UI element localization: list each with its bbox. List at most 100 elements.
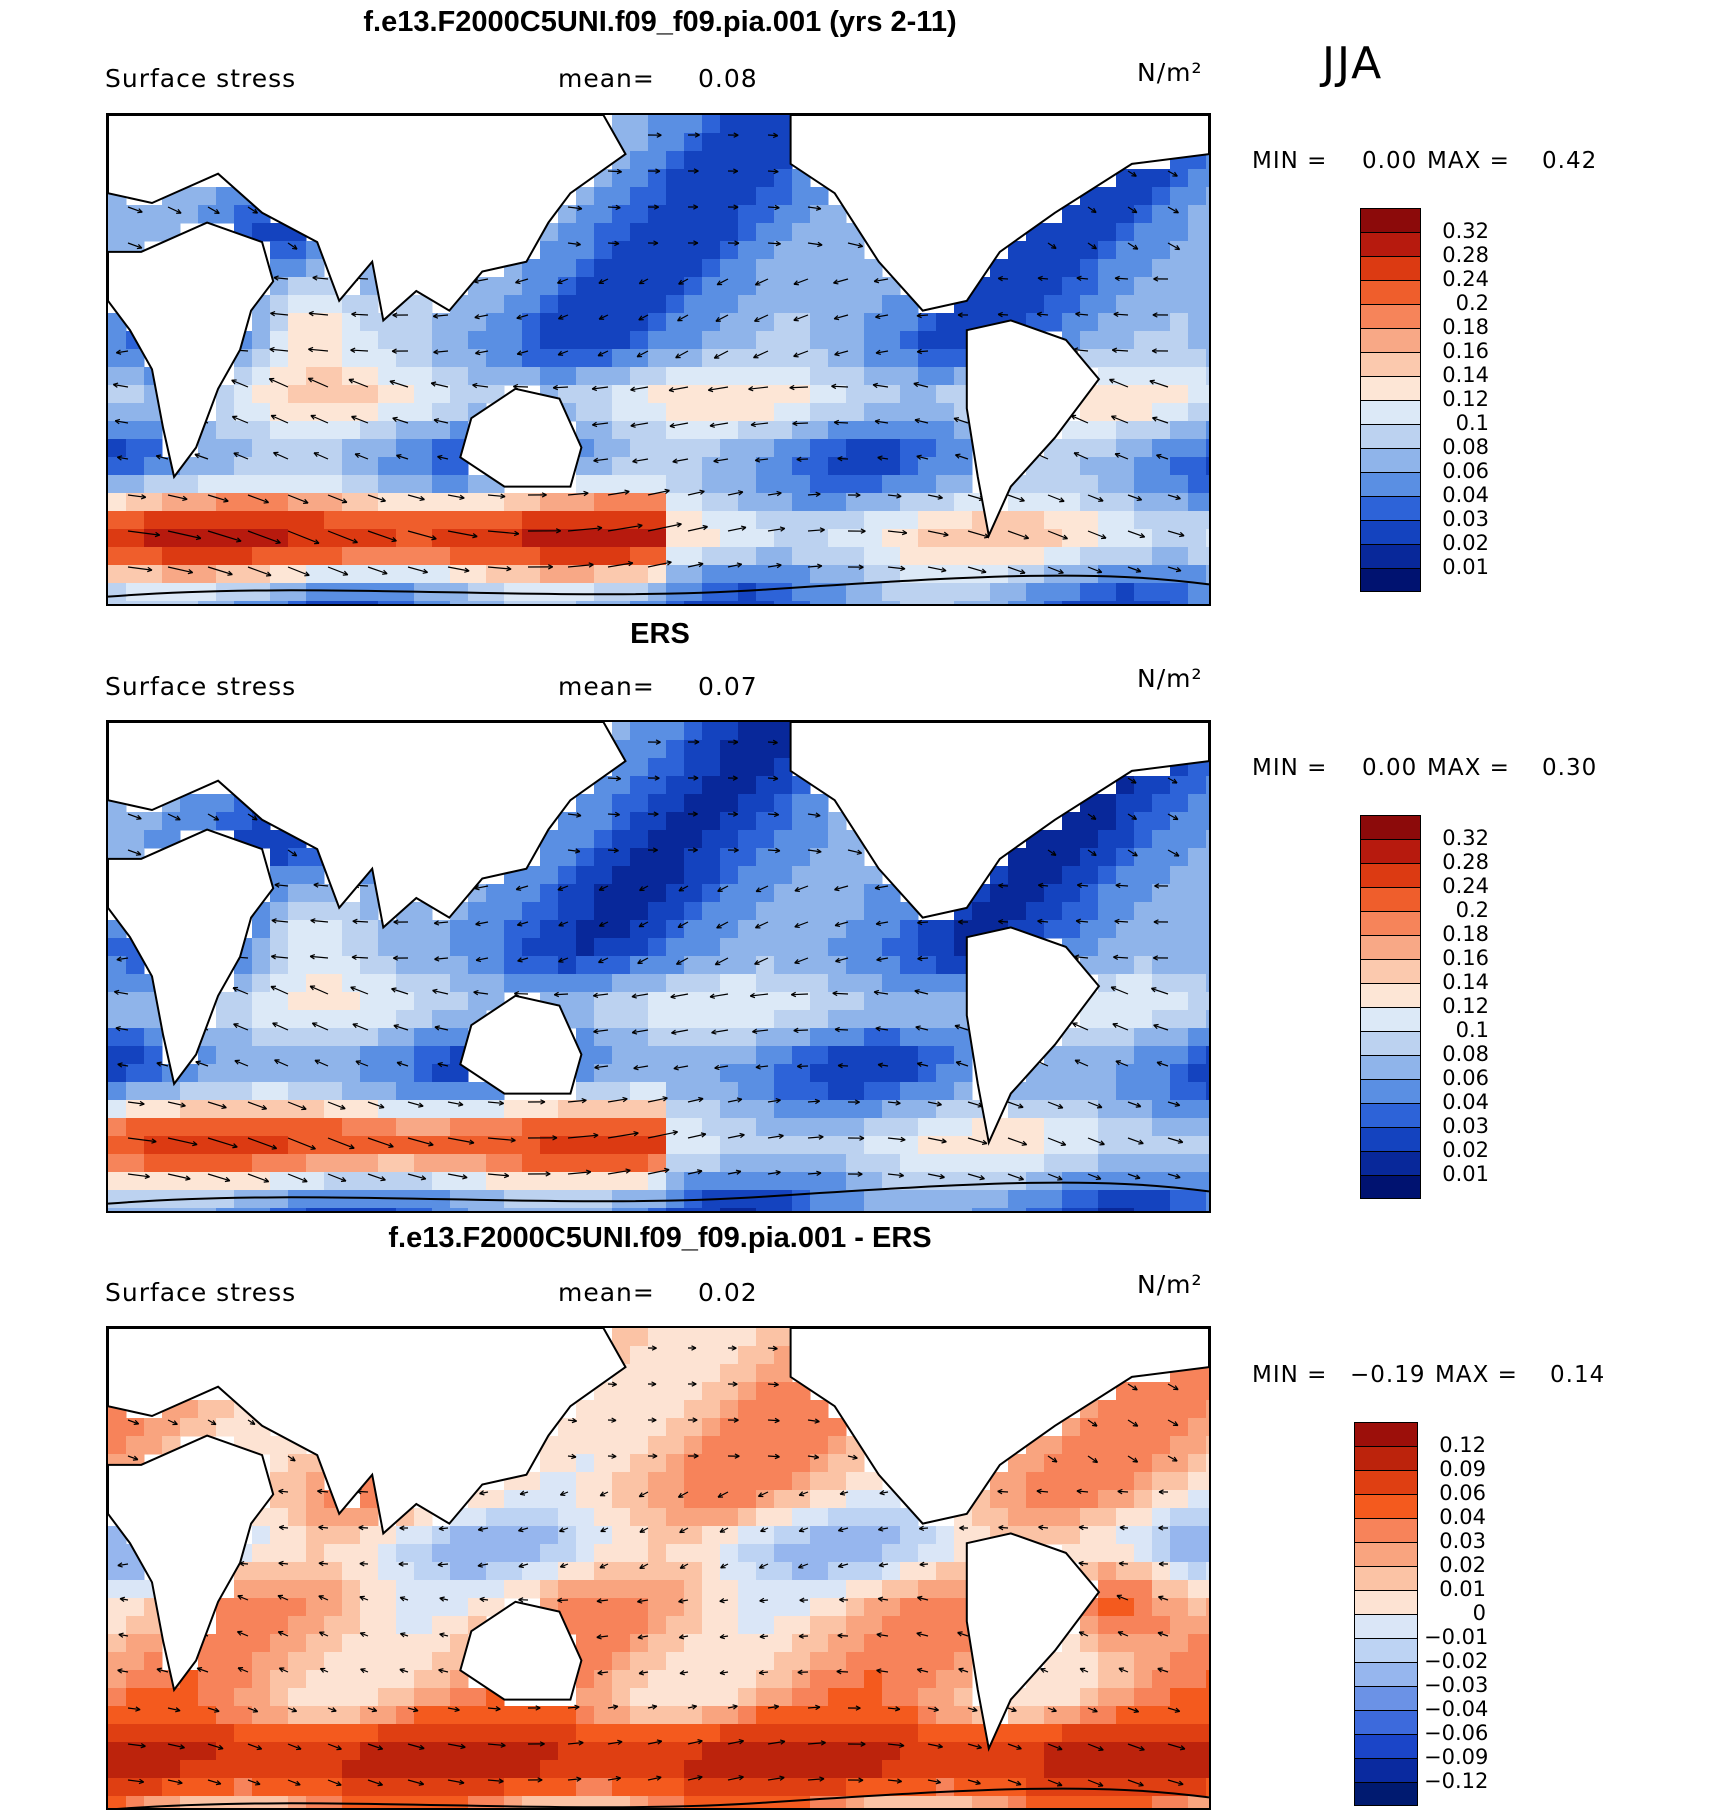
field-cell	[648, 1616, 667, 1635]
vector-arrowhead	[392, 416, 398, 422]
field-cell	[396, 529, 415, 548]
vector-arrow	[998, 313, 1009, 316]
field-cell	[738, 529, 757, 548]
vector-arrowhead	[917, 955, 923, 962]
field-cell	[450, 1634, 469, 1653]
vector-arrow	[793, 314, 809, 321]
field-cell	[648, 1742, 667, 1761]
field-cell	[126, 1190, 145, 1209]
field-cell	[1044, 1100, 1063, 1119]
field-cell	[216, 1154, 235, 1173]
field-cell	[1188, 295, 1207, 314]
vector-arrowhead	[194, 453, 200, 459]
field-cell	[720, 313, 739, 332]
field-cell	[756, 1724, 775, 1743]
field-cell	[738, 722, 757, 741]
field-cell	[432, 511, 451, 530]
vector-arrow	[1110, 986, 1129, 995]
field-cell	[1134, 1796, 1153, 1808]
field-cell	[594, 547, 613, 566]
field-cell	[1098, 1670, 1117, 1689]
vector-arrow	[1074, 956, 1089, 959]
field-cell	[900, 1190, 919, 1209]
vector-arrowhead	[616, 168, 622, 175]
field-cell	[774, 331, 793, 350]
field-cell	[1080, 1670, 1099, 1689]
field-cell	[1170, 1082, 1189, 1101]
field-cell	[558, 1208, 577, 1211]
field-cell	[720, 1118, 739, 1137]
field-cell	[450, 1154, 469, 1173]
field-cell	[414, 1544, 433, 1563]
field-cell	[810, 1172, 829, 1191]
field-cell	[180, 1172, 199, 1191]
vector-arrowhead	[664, 1167, 670, 1174]
vector-arrow	[475, 921, 489, 925]
field-cell	[1188, 1742, 1207, 1761]
field-cell	[252, 1526, 271, 1545]
field-cell	[774, 1154, 793, 1173]
field-cell	[540, 1208, 559, 1211]
field-cell	[126, 223, 145, 242]
field-cell	[144, 1688, 163, 1707]
vector-arrowhead	[773, 1381, 779, 1388]
field-cell	[342, 601, 361, 604]
field-cell	[288, 1454, 307, 1473]
field-cell	[324, 1046, 343, 1065]
field-cell	[648, 565, 667, 584]
field-cell	[1206, 902, 1209, 921]
field-cell	[774, 115, 793, 134]
field-cell	[540, 884, 559, 903]
field-cell	[414, 1634, 433, 1653]
vector-arrow	[793, 350, 809, 357]
field-cell	[612, 1100, 631, 1119]
field-cell	[432, 1010, 451, 1029]
field-cell	[180, 1118, 199, 1137]
field-cell	[882, 1118, 901, 1137]
vector-arrow	[310, 414, 329, 424]
field-cell	[1134, 493, 1153, 512]
panel-1-units: N/m²	[1137, 58, 1203, 87]
field-cell	[594, 1172, 613, 1191]
field-cell	[270, 385, 289, 404]
vector-arrowhead	[1113, 311, 1119, 318]
field-cell	[936, 1562, 955, 1581]
field-cell	[288, 349, 307, 368]
vector-arrowhead	[136, 244, 143, 250]
field-cell	[1206, 187, 1209, 206]
field-cell	[720, 1472, 739, 1491]
field-cell	[756, 1472, 775, 1491]
field-cell	[648, 1544, 667, 1563]
field-cell	[1008, 511, 1027, 530]
field-cell	[666, 349, 685, 368]
field-cell	[1116, 1010, 1135, 1029]
vector-arrowhead	[715, 316, 721, 322]
field-cell	[342, 1562, 361, 1581]
field-cell	[828, 1634, 847, 1653]
vector-arrowhead	[1018, 1103, 1024, 1109]
field-cell	[828, 1028, 847, 1047]
field-cell	[612, 1154, 631, 1173]
field-cell	[738, 457, 757, 476]
field-cell	[1188, 601, 1207, 604]
field-cell	[738, 1064, 757, 1083]
field-cell	[1098, 1118, 1117, 1137]
field-cell	[108, 439, 127, 458]
vector-arrowhead	[498, 1100, 505, 1106]
vector-arrowhead	[653, 811, 659, 817]
vector-arrowhead	[475, 920, 481, 927]
field-cell	[828, 848, 847, 867]
field-cell	[576, 812, 595, 831]
vector-arrow	[1127, 242, 1139, 250]
field-cell	[792, 902, 811, 921]
field-cell	[864, 902, 883, 921]
field-cell	[756, 385, 775, 404]
field-cell	[792, 1616, 811, 1635]
field-cell	[792, 1796, 811, 1808]
field-cell	[900, 1724, 919, 1743]
field-cell	[1134, 830, 1153, 849]
vector-arrow	[767, 206, 780, 209]
field-cell	[252, 1208, 271, 1211]
field-cell	[666, 722, 685, 741]
field-cell	[216, 421, 235, 440]
